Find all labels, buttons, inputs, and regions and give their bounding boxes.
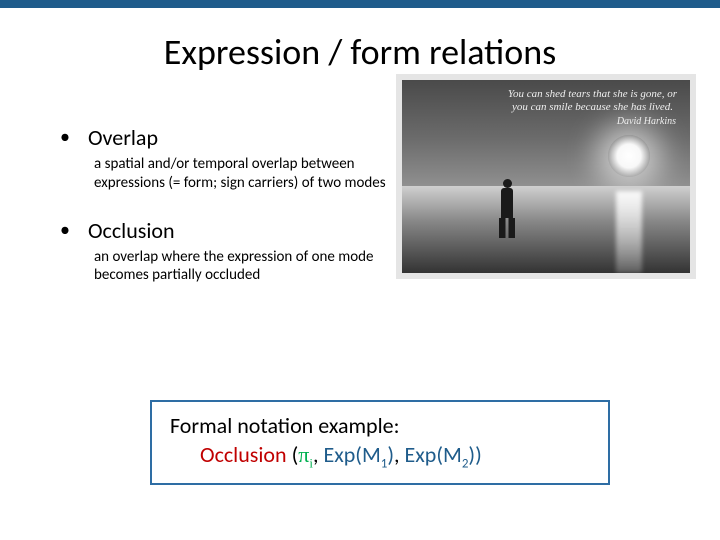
notation-exp2: Exp(M	[405, 441, 462, 468]
notation-comma: ,	[394, 441, 404, 468]
notation-label: Formal notation example:	[170, 412, 590, 439]
bullet-marker: •	[60, 217, 70, 243]
illustration-image: You can shed tears that she is gone, or …	[396, 74, 696, 279]
quote-author: David Harkins	[505, 116, 680, 128]
image-quote: You can shed tears that she is gone, or …	[505, 88, 680, 128]
notation-exp1: Exp(M	[323, 441, 380, 468]
notation-box: Formal notation example: Occlusion (πi, …	[150, 400, 610, 485]
horizon	[402, 186, 690, 273]
sun-icon	[608, 135, 650, 177]
notation-open: (	[287, 441, 299, 468]
quote-text: You can shed tears that she is gone, or …	[508, 88, 677, 113]
image-scene: You can shed tears that she is gone, or …	[402, 80, 690, 273]
notation-comma: ,	[313, 441, 323, 468]
bullet-title-overlap: Overlap	[88, 124, 158, 151]
person-silhouette	[498, 179, 516, 237]
bullet-marker: •	[60, 124, 70, 150]
notation-formula: Occlusion (πi, Exp(M1), Exp(M2))	[200, 441, 590, 471]
notation-pi: π	[298, 442, 309, 467]
top-accent-bar	[0, 0, 720, 8]
notation-occlusion: Occlusion	[200, 441, 287, 468]
bullet-title-occlusion: Occlusion	[88, 217, 175, 244]
bullet-desc-occlusion: an overlap where the expression of one m…	[94, 248, 394, 286]
bullet-desc-overlap: a spatial and/or temporal overlap betwee…	[94, 155, 394, 193]
sun-reflection	[616, 191, 642, 273]
slide-title: Expression / form relations	[0, 30, 720, 74]
content-area: • Overlap a spatial and/or temporal over…	[0, 74, 720, 285]
notation-exp2-close: ))	[468, 441, 481, 468]
